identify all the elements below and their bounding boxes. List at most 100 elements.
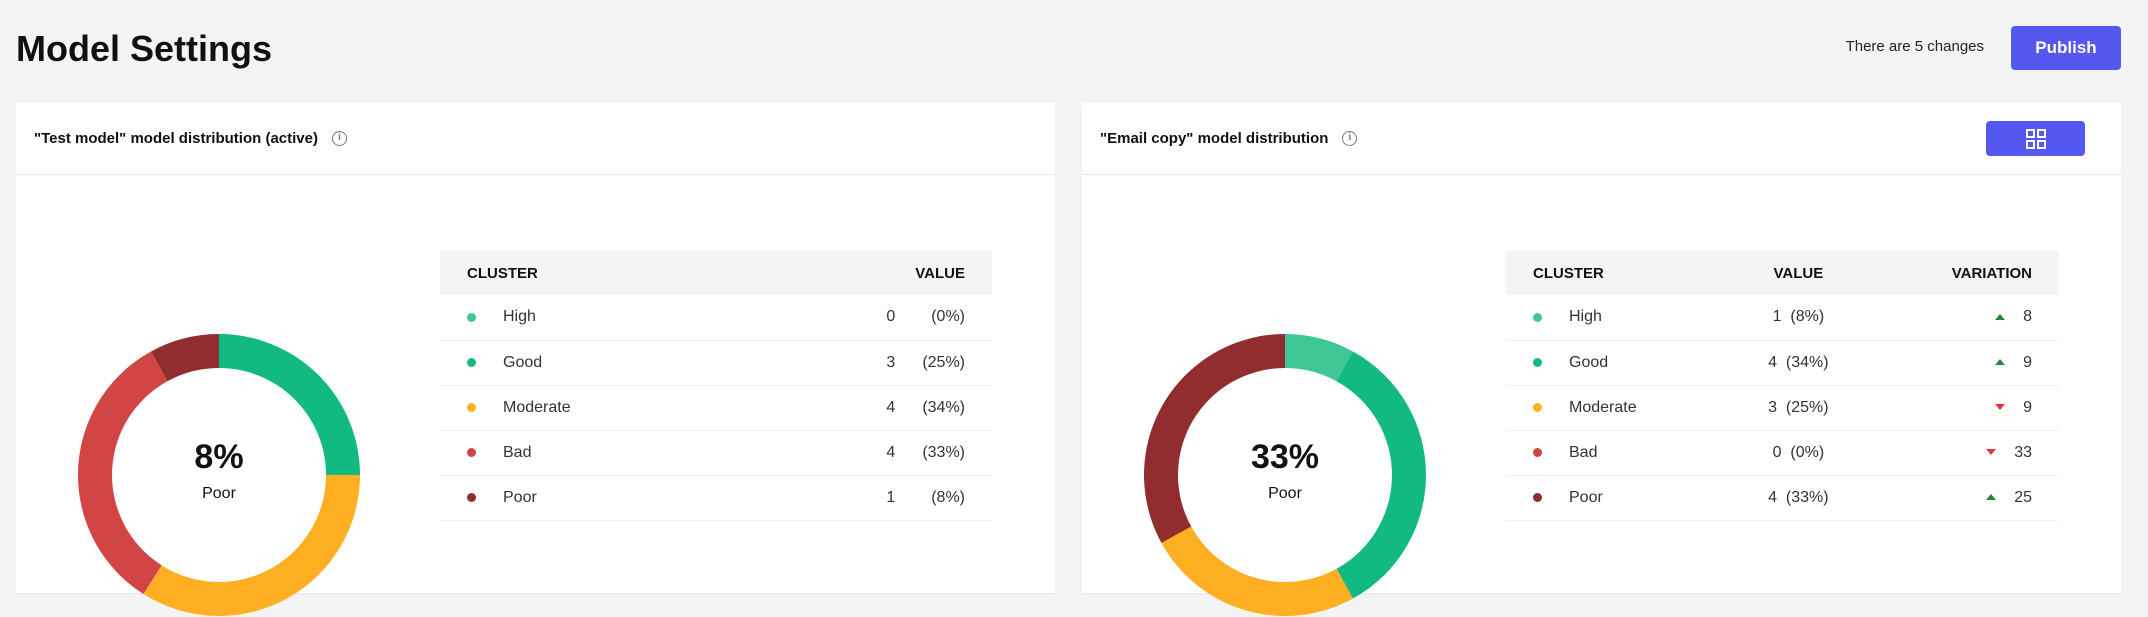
center-label: Poor (1268, 485, 1302, 502)
cluster-dot (1533, 402, 1542, 412)
value-percent: (25%) (895, 340, 992, 386)
donut-center: 8% Poor (77, 438, 361, 503)
cluster-cell: Moderate (440, 385, 811, 431)
value-percent: (33%) (1785, 488, 1829, 506)
table-row: High 0 (0%) (440, 295, 992, 341)
variation-value: 25 (2014, 488, 2032, 506)
col-variation: VARIATION (1876, 251, 2059, 295)
value-count: 0 (810, 295, 896, 341)
info-icon[interactable]: i (1342, 131, 1358, 146)
variation-cell: 25 (1876, 475, 2059, 521)
variation-value: 8 (2023, 308, 2032, 326)
center-label: Poor (202, 485, 236, 502)
value-count: 1 (810, 475, 896, 521)
donut-slice-poor[interactable] (1144, 334, 1285, 543)
value-count: 4 (810, 385, 896, 431)
cluster-name: Moderate (1569, 398, 1637, 416)
email-copy-card: "Email copy" model distribution i 33% Po… (1082, 103, 2121, 616)
table-row: Poor 4 (33%) 25 (1506, 475, 2059, 521)
cluster-dot (467, 312, 476, 322)
cluster-name: Bad (1569, 443, 1598, 461)
card-title: "Email copy" model distribution (1100, 130, 1329, 147)
value-percent: (33%) (895, 430, 992, 476)
changes-count: There are 5 changes (1845, 38, 1984, 55)
cluster-cell: Poor (1506, 475, 1721, 521)
card-title: "Test model" model distribution (active) (34, 130, 318, 147)
value-count: 1 (1772, 308, 1782, 326)
variation-cell: 9 (1876, 340, 2059, 386)
value-count: 3 (810, 340, 896, 386)
value-percent: (25%) (1785, 398, 1829, 416)
cluster-cell: Good (1506, 340, 1721, 386)
variation-cell: 33 (1876, 430, 2059, 476)
donut-slice-good[interactable] (1336, 351, 1426, 599)
donut-chart (77, 334, 360, 616)
cluster-dot (1533, 312, 1542, 322)
table-row: Poor 1 (8%) (440, 475, 992, 521)
card-header: "Email copy" model distribution i (1082, 103, 2121, 175)
cluster-dot (467, 357, 476, 367)
arrow-up-icon (1986, 494, 1997, 501)
col-cluster: CLUSTER (440, 251, 811, 295)
donut-slice-bad[interactable] (77, 351, 168, 595)
cluster-cell: High (440, 295, 811, 341)
value-cell: 4 (34%) (1720, 340, 1877, 386)
value-percent: (34%) (1785, 353, 1829, 371)
table-row: High 1 (8%) 8 (1506, 295, 2059, 341)
variation-value: 33 (2014, 443, 2032, 461)
donut-center: 33% Poor (1143, 438, 1427, 503)
cluster-cell: High (1506, 295, 1721, 341)
donut-slice-poor[interactable] (151, 334, 219, 382)
arrow-down-icon (1986, 449, 1997, 456)
cluster-cell: Poor (440, 475, 811, 521)
value-percent: (0%) (1790, 443, 1825, 461)
donut-slice-moderate[interactable] (143, 475, 360, 616)
variation-value: 9 (2023, 398, 2032, 416)
table-row: Moderate 4 (34%) (440, 385, 992, 431)
col-value: VALUE (810, 251, 992, 295)
donut-slice-high[interactable] (1285, 334, 1353, 382)
cluster-name: Moderate (503, 398, 571, 416)
publish-button[interactable]: Publish (2011, 26, 2121, 70)
value-percent: (34%) (895, 385, 992, 431)
test-model-card: "Test model" model distribution (active)… (16, 103, 1055, 616)
cluster-name: Good (1569, 353, 1609, 371)
center-percent: 8% (194, 438, 244, 476)
value-count: 0 (1772, 443, 1782, 461)
info-icon[interactable]: i (331, 131, 347, 146)
cluster-cell: Bad (1506, 430, 1721, 476)
arrow-up-icon (1995, 314, 2006, 321)
value-cell: 0 (0%) (1720, 430, 1877, 476)
arrow-up-icon (1995, 359, 2006, 366)
value-cell: 3 (25%) (1720, 385, 1877, 431)
table-row: Good 4 (34%) 9 (1506, 340, 2059, 386)
cluster-name: High (503, 308, 536, 326)
col-value: VALUE (1720, 251, 1877, 295)
cluster-table: CLUSTER VALUE VARIATION High 1 (8%) 8 Good 4… (1506, 251, 2059, 521)
donut-slice-moderate[interactable] (1161, 526, 1353, 616)
col-cluster: CLUSTER (1506, 251, 1721, 295)
cluster-dot (1533, 492, 1542, 502)
cluster-name: Poor (1569, 488, 1603, 506)
value-count: 4 (810, 430, 896, 476)
grid-view-button[interactable] (1986, 121, 2085, 156)
table-row: Good 3 (25%) (440, 340, 992, 386)
value-percent: (8%) (895, 475, 992, 521)
table-row: Bad 4 (33%) (440, 430, 992, 476)
cluster-name: Good (503, 353, 543, 371)
value-count: 4 (1768, 353, 1778, 371)
cluster-dot (467, 402, 476, 412)
variation-value: 9 (2023, 353, 2032, 371)
table-row: Moderate 3 (25%) 9 (1506, 385, 2059, 431)
cluster-table: CLUSTER VALUE High 0 (0%) Good 3 (25%) Moderat… (440, 251, 992, 521)
value-count: 4 (1768, 488, 1778, 506)
value-count: 3 (1768, 398, 1778, 416)
grid-icon (2025, 128, 2046, 149)
cluster-cell: Bad (440, 430, 811, 476)
donut-chart (1144, 334, 1426, 616)
donut-slice-good[interactable] (219, 334, 360, 475)
center-percent: 33% (1250, 438, 1320, 476)
table-row: Bad 0 (0%) 33 (1506, 430, 2059, 476)
cluster-dot (467, 447, 476, 457)
cluster-dot (467, 492, 476, 502)
